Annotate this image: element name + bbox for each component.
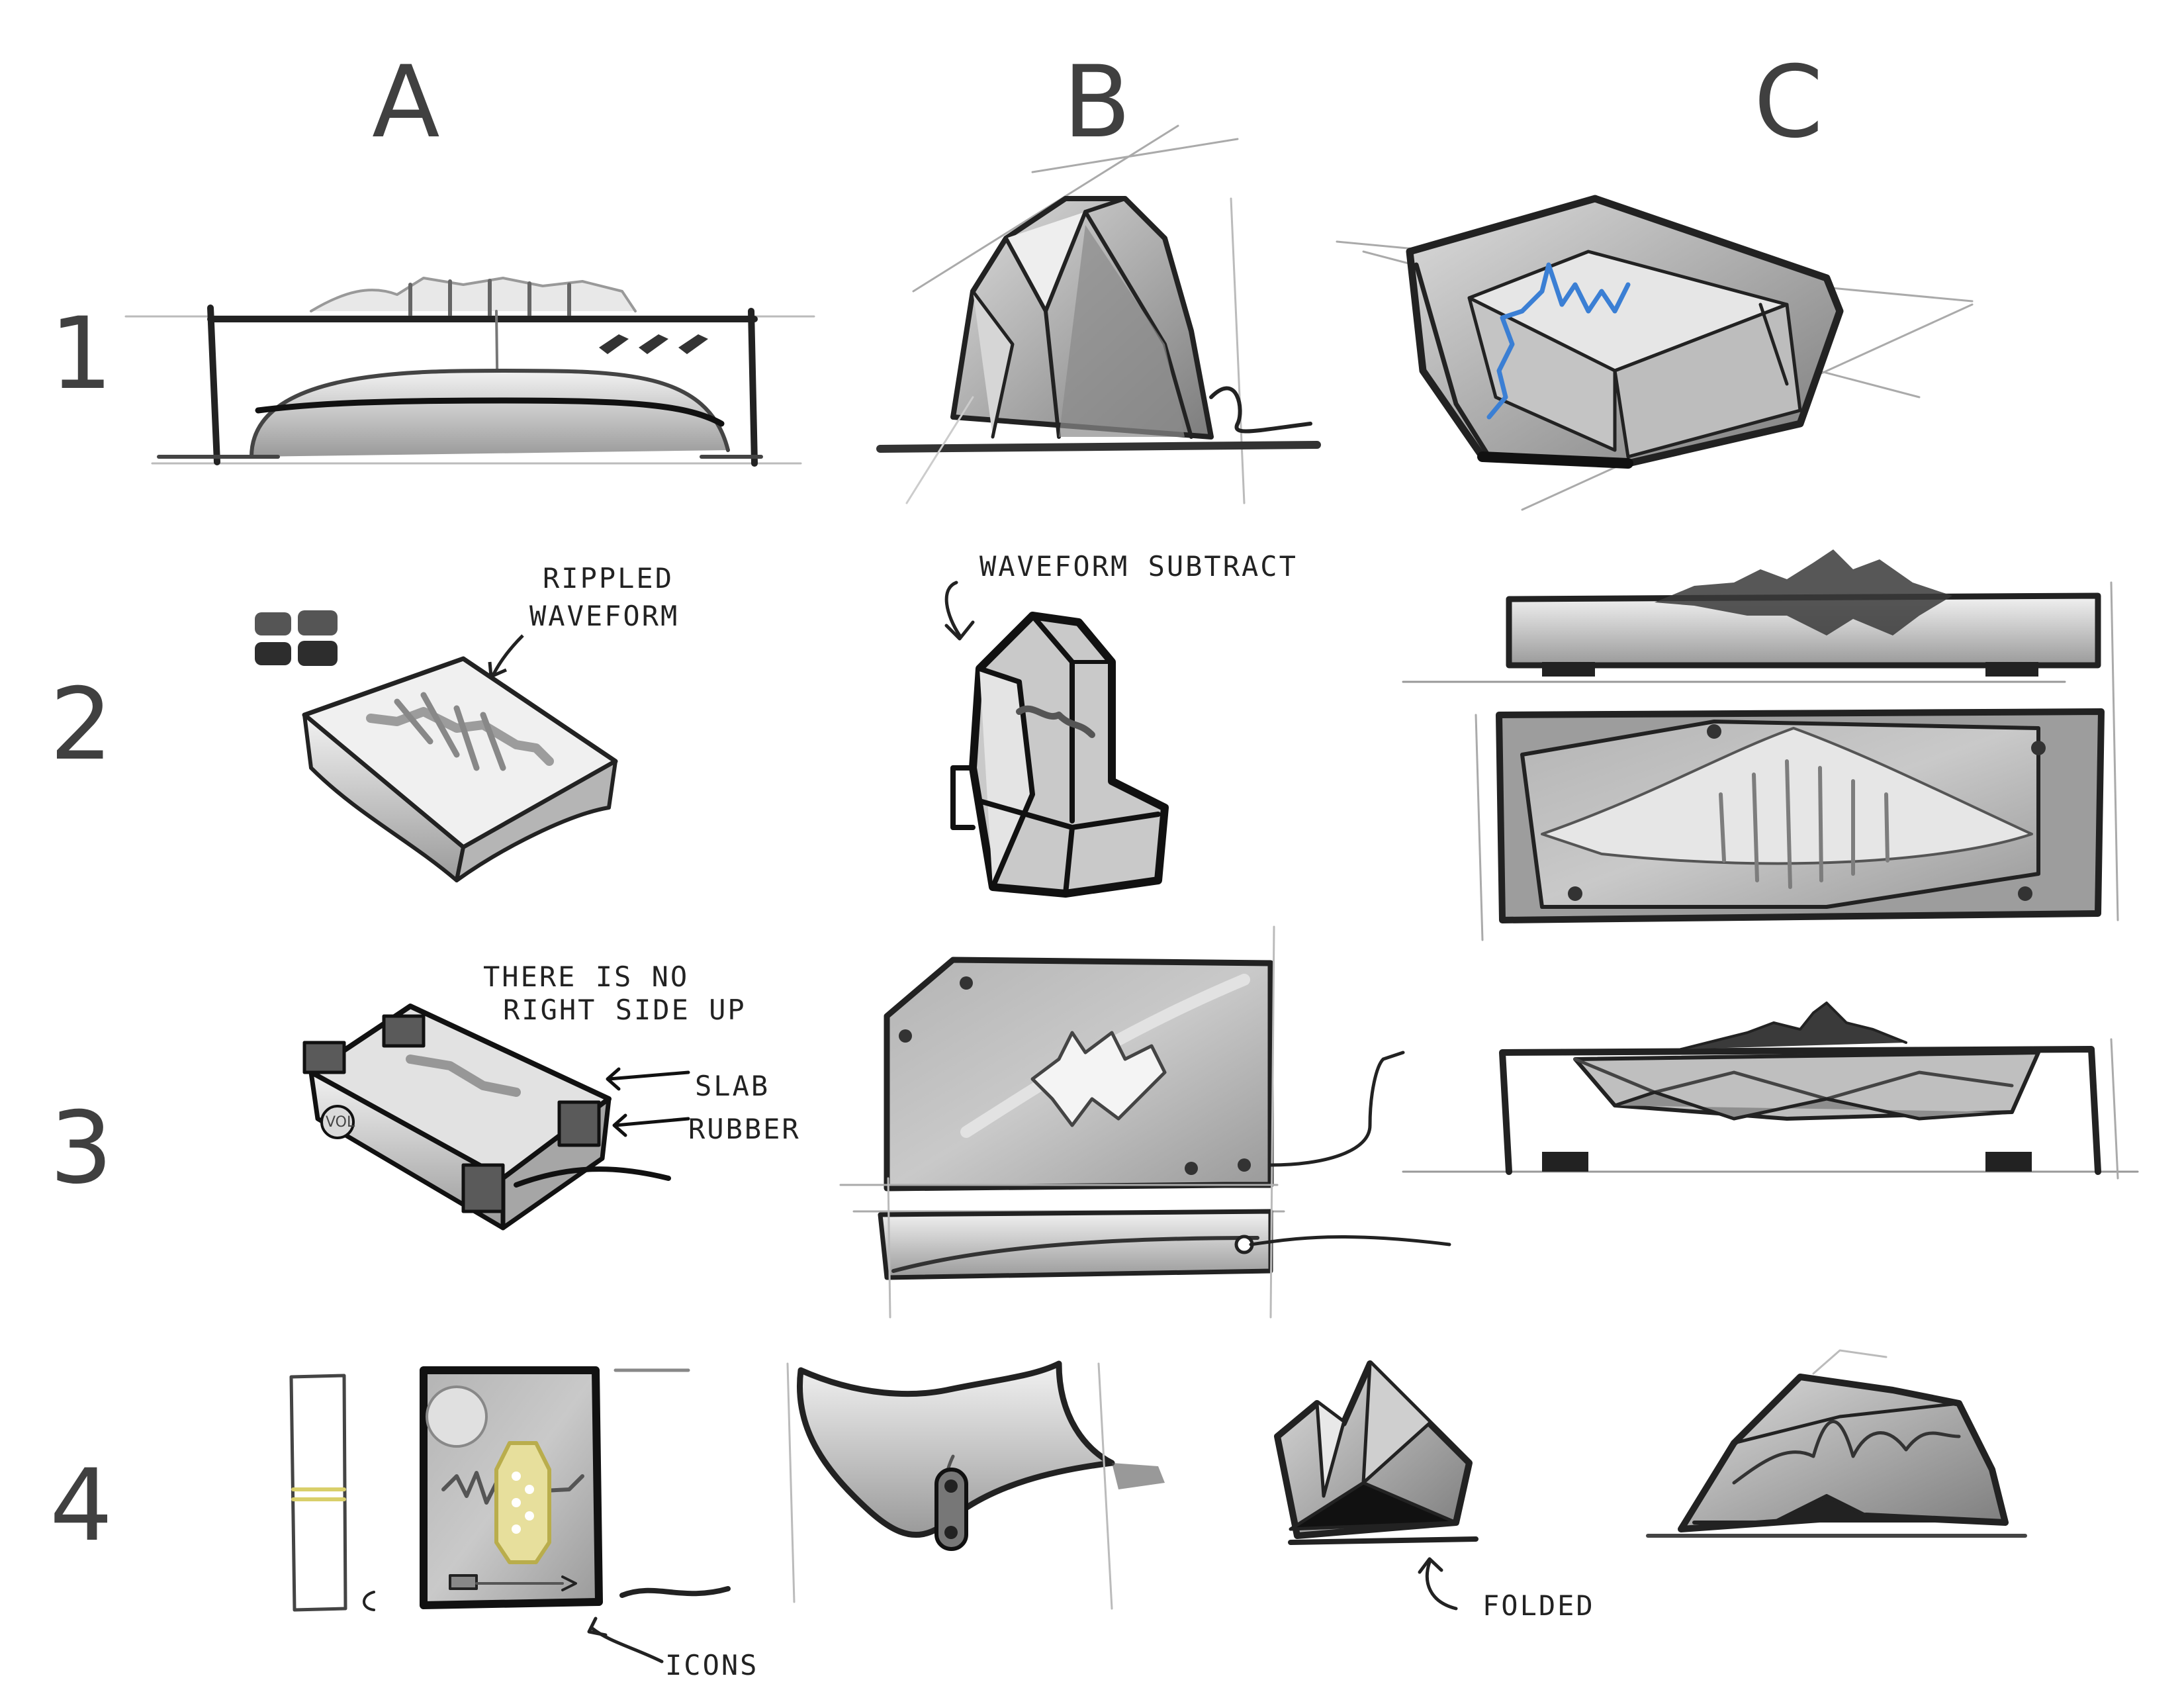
label-no-right-side-2: RIGHT SIDE UP (503, 994, 747, 1026)
label-waveform-subtract: WAVEFORM SUBTRACT (979, 550, 1298, 583)
label-rippled: RIPPLED (543, 562, 674, 594)
arrow-rippled (493, 635, 523, 675)
sketch-b2 (946, 583, 1165, 894)
sketch-a3: VOL (304, 1006, 688, 1228)
label-icons: ICONS (665, 1649, 758, 1681)
sketch-b3 (841, 927, 1449, 1317)
sketch-a1 (126, 278, 814, 463)
sketch-a4 (291, 1370, 728, 1662)
label-rubber: RUBBER (688, 1113, 801, 1145)
sketch-folded (1277, 1364, 1476, 1609)
sketch-b1 (880, 126, 1317, 503)
sketch-c2 (1403, 549, 2118, 940)
sketch-c1 (1337, 199, 1972, 510)
label-no-right-side-1: THERE IS NO (483, 961, 689, 993)
label-waveform: WAVEFORM (529, 600, 679, 632)
label-slab: SLAB (695, 1070, 770, 1102)
sketch-c4 (1648, 1350, 2025, 1536)
vol-label: VOL (326, 1114, 355, 1131)
sketch-a2 (255, 610, 615, 880)
label-folded: FOLDED (1482, 1589, 1595, 1622)
sketch-c3 (1403, 1003, 2138, 1178)
sketch-b4 (788, 1364, 1165, 1609)
